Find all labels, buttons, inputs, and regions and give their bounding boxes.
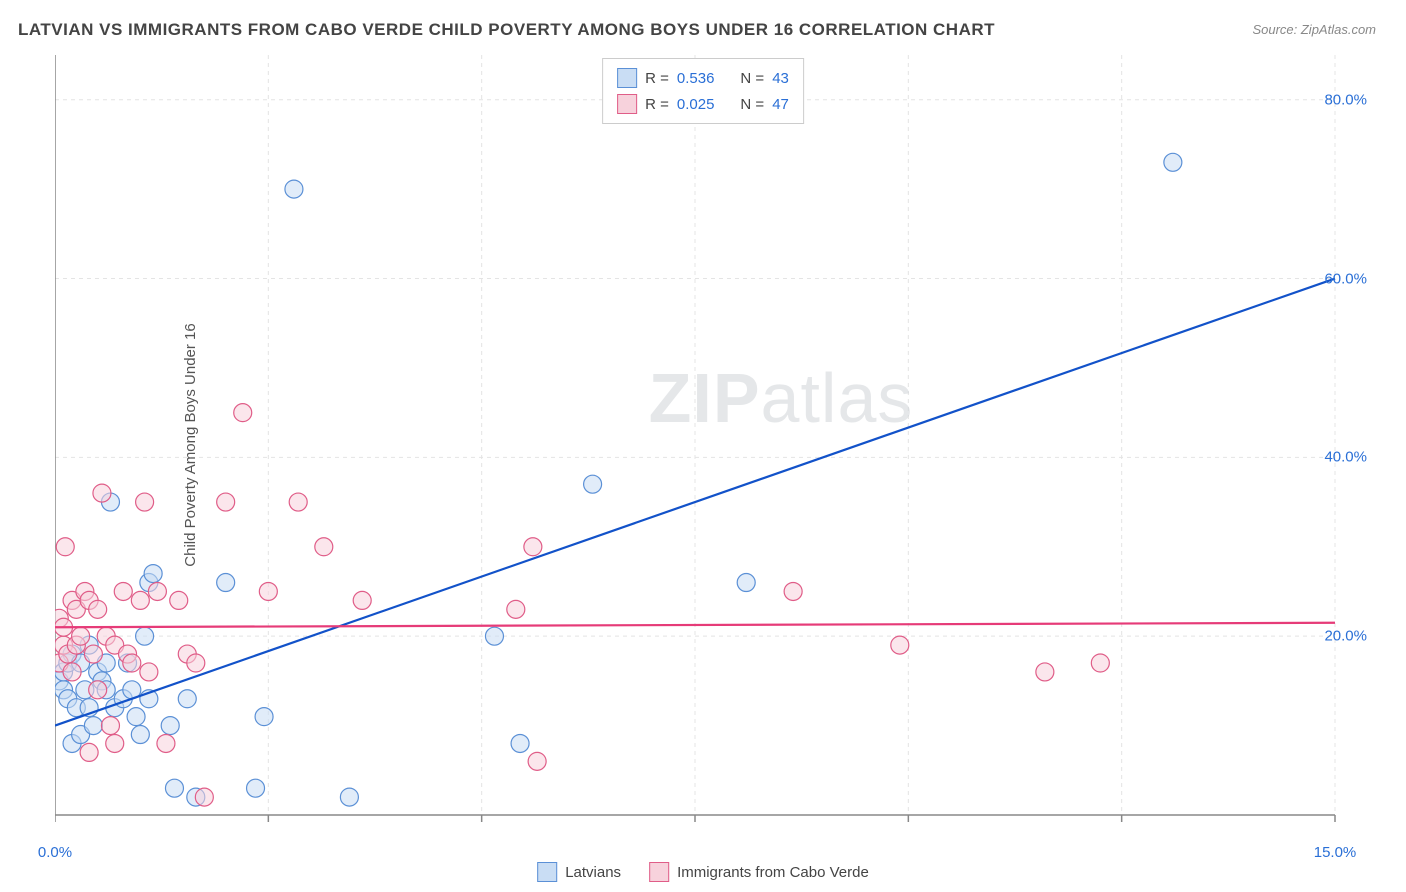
n-label: N = bbox=[740, 96, 764, 113]
chart-container: LATVIAN VS IMMIGRANTS FROM CABO VERDE CH… bbox=[0, 0, 1406, 892]
source-attribution: Source: ZipAtlas.com bbox=[1252, 22, 1376, 37]
stats-legend-row: R = 0.536 N = 43 bbox=[617, 65, 789, 91]
stats-legend: R = 0.536 N = 43 R = 0.025 N = 47 bbox=[602, 58, 804, 124]
chart-title: LATVIAN VS IMMIGRANTS FROM CABO VERDE CH… bbox=[18, 20, 995, 40]
legend-swatch bbox=[649, 862, 669, 882]
n-value: 47 bbox=[772, 96, 789, 113]
legend-swatch bbox=[617, 94, 637, 114]
series-label: Latvians bbox=[565, 864, 621, 881]
y-tick-label: 60.0% bbox=[1324, 270, 1367, 287]
y-tick-label: 80.0% bbox=[1324, 91, 1367, 108]
y-tick-label: 20.0% bbox=[1324, 628, 1367, 645]
x-tick-label: 15.0% bbox=[1314, 844, 1357, 861]
x-tick-label: 0.0% bbox=[38, 844, 72, 861]
series-legend-item: Latvians bbox=[537, 862, 621, 882]
scatter-chart-svg bbox=[55, 55, 1375, 835]
series-legend-item: Immigrants from Cabo Verde bbox=[649, 862, 869, 882]
y-axis-label: Child Poverty Among Boys Under 16 bbox=[182, 323, 199, 566]
legend-swatch bbox=[617, 68, 637, 88]
series-label: Immigrants from Cabo Verde bbox=[677, 864, 869, 881]
r-label: R = bbox=[645, 70, 669, 87]
n-label: N = bbox=[740, 70, 764, 87]
r-value: 0.536 bbox=[677, 70, 715, 87]
legend-swatch bbox=[537, 862, 557, 882]
plot-area: Child Poverty Among Boys Under 16 ZIPatl… bbox=[55, 55, 1375, 835]
series-legend: Latvians Immigrants from Cabo Verde bbox=[537, 862, 869, 882]
r-label: R = bbox=[645, 96, 669, 113]
n-value: 43 bbox=[772, 70, 789, 87]
stats-legend-row: R = 0.025 N = 47 bbox=[617, 91, 789, 117]
r-value: 0.025 bbox=[677, 96, 715, 113]
y-tick-label: 40.0% bbox=[1324, 449, 1367, 466]
